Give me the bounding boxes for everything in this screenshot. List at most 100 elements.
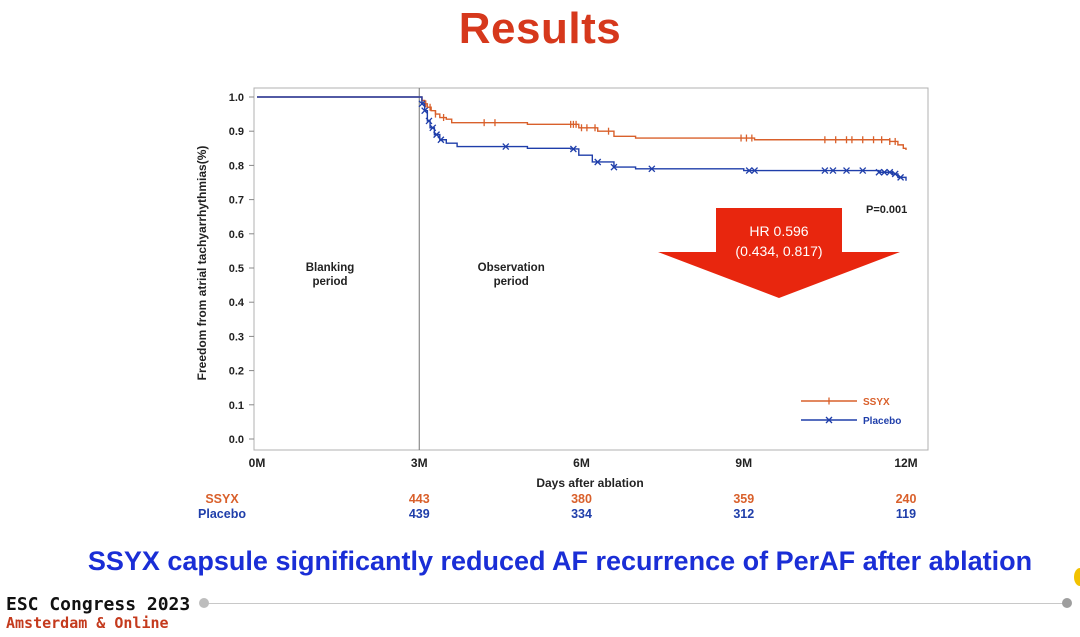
censor-mark [425, 117, 433, 125]
legend: SSYX Placebo [801, 397, 901, 427]
x-tick-label: 9M [735, 456, 752, 470]
x-tick-label: 0M [249, 456, 266, 470]
censor-mark [594, 158, 602, 166]
headline: SSYX capsule significantly reduced AF re… [87, 546, 1033, 576]
y-tick-label: 1.0 [229, 92, 244, 104]
censor-stroke [745, 167, 753, 174]
x-axis-label: Days after ablation [536, 476, 643, 490]
censor-mark [751, 167, 759, 174]
censor-mark [897, 173, 905, 181]
censor-stroke [425, 117, 433, 125]
km-chart: 0.0 0.1 0.2 0.3 0.4 0.5 0.6 0.7 0.8 0.9 1.0 0M 3M 6M… [195, 87, 929, 521]
risk-row-name: Placebo [198, 507, 246, 521]
censor-mark [859, 167, 867, 174]
censor-stroke [594, 158, 602, 166]
censor-mark [875, 168, 883, 176]
censor-stroke [829, 167, 837, 174]
slide-title: Results [458, 4, 622, 53]
legend-marker [825, 416, 833, 424]
censor-mark [437, 136, 445, 144]
risk-value: 380 [571, 492, 592, 506]
censor-stroke [437, 136, 445, 144]
hr-value: HR 0.596 [749, 223, 808, 239]
series-ssyx [257, 96, 907, 151]
censor-stroke [610, 163, 618, 171]
footer-dot-left [199, 598, 209, 608]
y-tick-label: 0.1 [229, 400, 244, 412]
x-axis: 0M 3M 6M 9M 12M [249, 456, 918, 470]
censor-mark [418, 100, 426, 108]
risk-value: 119 [896, 507, 916, 521]
blanking-label-line2: period [312, 276, 347, 288]
censor-mark [821, 167, 829, 174]
censor-stroke [859, 167, 867, 174]
censor-stroke [886, 168, 894, 176]
footer-divider [200, 603, 1068, 604]
censor-mark [745, 167, 753, 174]
censor-stroke [891, 170, 899, 178]
censor-stroke [821, 167, 829, 174]
observation-label-line2: period [494, 276, 529, 288]
y-tick-label: 0.8 [229, 160, 244, 172]
censor-stroke [897, 173, 905, 181]
censor-mark [429, 124, 437, 132]
censor-stroke [875, 168, 883, 176]
risk-value: 443 [409, 492, 430, 506]
legend-item-ssyx: SSYX [801, 397, 890, 408]
y-tick-label: 0.4 [229, 297, 245, 309]
risk-value: 439 [409, 507, 430, 521]
risk-value: 312 [733, 507, 754, 521]
censor-stroke [502, 143, 510, 151]
censor-stroke [421, 107, 429, 115]
congress-name: ESC Congress 2023 [6, 594, 191, 615]
risk-value: 334 [571, 507, 592, 521]
censor-mark [610, 163, 618, 171]
y-axis: 0.0 0.1 0.2 0.3 0.4 0.5 0.6 0.7 0.8 0.9 1.0 [229, 92, 254, 446]
y-tick-label: 0.3 [229, 331, 244, 343]
censor-stroke [433, 131, 441, 139]
hr-arrow [658, 208, 900, 298]
censor-mark [421, 107, 429, 115]
censor-stroke [880, 168, 888, 176]
censor-stroke [751, 167, 759, 174]
censor-mark [886, 168, 894, 176]
blanking-label: Blanking [306, 262, 355, 274]
censor-mark [648, 165, 656, 173]
censor-mark [891, 170, 899, 178]
censor-mark [880, 168, 888, 176]
series-placebo [257, 96, 907, 181]
y-tick-label: 0.2 [229, 366, 244, 378]
censor-stroke [429, 124, 437, 132]
y-tick-label: 0.6 [229, 229, 244, 241]
observation-label: Observation [478, 262, 545, 274]
y-tick-label: 0.9 [229, 126, 244, 138]
x-tick-label: 3M [411, 456, 428, 470]
censor-mark [829, 167, 837, 174]
censor-stroke [648, 165, 656, 173]
censor-stroke [843, 167, 850, 174]
risk-value: 359 [733, 492, 754, 506]
legend-label: SSYX [863, 397, 890, 408]
series-line [257, 96, 907, 181]
p-value: P=0.001 [866, 204, 907, 216]
footer-dot-right [1062, 598, 1072, 608]
hr-ci: (0.434, 0.817) [735, 243, 822, 259]
y-tick-label: 0.7 [229, 195, 244, 207]
y-tick-label: 0.0 [229, 434, 244, 446]
censor-stroke [569, 145, 577, 153]
y-tick-label: 0.5 [229, 263, 244, 275]
censor-mark [502, 143, 510, 151]
censor-mark [843, 167, 850, 174]
risk-table: SSYX 443 380 359 240 Placebo 439 334 312 119 [198, 492, 916, 521]
censor-stroke [418, 100, 426, 108]
congress-location: Amsterdam & Online [6, 614, 169, 632]
legend-item-placebo: Placebo [801, 416, 901, 427]
risk-value: 240 [896, 492, 917, 506]
risk-row-name: SSYX [205, 492, 239, 506]
edge-marker [1074, 568, 1080, 586]
y-axis-label: Freedom from atrial tachyarrhythmias(%) [195, 146, 209, 381]
x-tick-label: 12M [894, 456, 917, 470]
legend-label: Placebo [863, 416, 901, 427]
censor-mark [569, 145, 577, 153]
x-tick-label: 6M [573, 456, 590, 470]
